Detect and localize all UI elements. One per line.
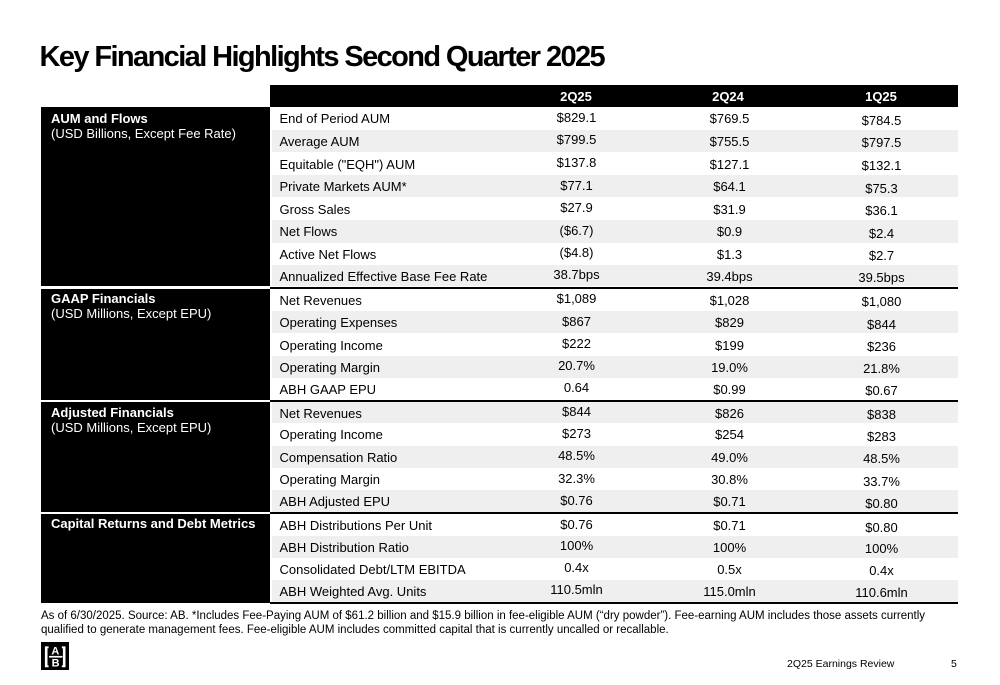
svg-text:B: B	[52, 658, 60, 670]
svg-text:A: A	[51, 645, 59, 657]
